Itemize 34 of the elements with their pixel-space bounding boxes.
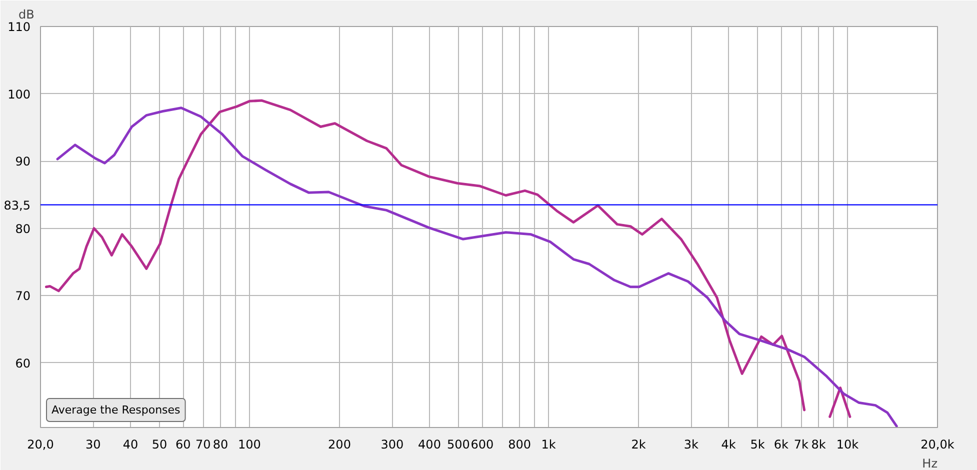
x-tick-label: 50 <box>152 438 168 452</box>
y-tick-label: 70 <box>15 289 31 304</box>
x-tick-label: 600 <box>470 438 494 452</box>
y-tick-label: 110 <box>8 20 30 34</box>
y-axis-title: dB <box>18 8 34 22</box>
x-tick-label: 6k <box>774 438 788 452</box>
x-tick-label: 80 <box>212 438 228 452</box>
x-tick-label: 60 <box>176 438 191 452</box>
x-tick-label: 40 <box>122 438 138 452</box>
x-tick-label: 20,0k <box>920 438 954 452</box>
y-tick-label: 60 <box>15 356 31 370</box>
x-tick-label: 200 <box>328 438 351 452</box>
y-tick-label: 100 <box>8 87 30 102</box>
x-tick-label: 4k <box>721 438 736 452</box>
x-tick-label: 500 <box>447 438 470 452</box>
x-tick-label: 2k <box>631 438 646 452</box>
x-tick-label: 5k <box>750 438 765 452</box>
annotation: Average the Responses <box>52 404 181 416</box>
x-tick-label: 400 <box>418 438 441 452</box>
x-tick-label: 100 <box>238 438 261 452</box>
x-tick-label: 1k <box>541 438 556 452</box>
x-tick-label: 70 <box>196 438 211 452</box>
x-tick-label: 10k <box>836 438 859 452</box>
x-tick-label: 300 <box>380 438 404 452</box>
x-tick-label: 3k <box>684 438 698 452</box>
y-tick-label: 90 <box>15 154 31 169</box>
x-tick-label: 800 <box>508 438 531 452</box>
ref-line-label: 83,5 <box>4 198 30 212</box>
x-axis-title: Hz <box>922 456 938 470</box>
y-tick-label: 80 <box>15 222 31 236</box>
x-tick-label: 30 <box>86 438 101 452</box>
x-tick-label: 20,0 <box>27 438 54 452</box>
x-tick-label: 8k <box>811 438 826 452</box>
x-tick-label: 7k <box>794 438 809 452</box>
